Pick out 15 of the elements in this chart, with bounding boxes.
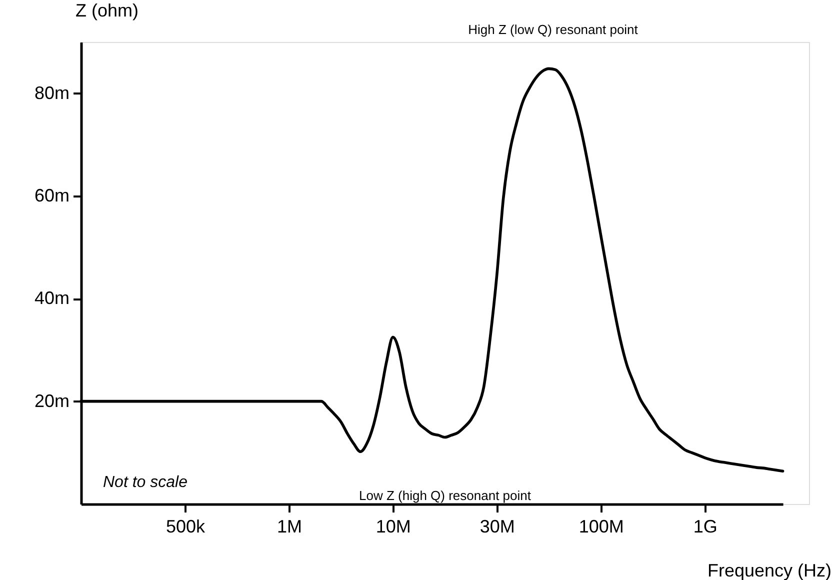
y-tick-label: 20m: [34, 390, 70, 411]
x-axis-title: Frequency (Hz): [707, 560, 832, 580]
x-tick-label: 500k: [166, 516, 206, 536]
x-tick-label: 100M: [578, 516, 624, 536]
x-tick-label: 30M: [480, 516, 515, 536]
y-axis-title: Z (ohm): [76, 0, 138, 20]
text: High Z (low Q) resonant point: [468, 22, 638, 37]
y-tick-label: 40m: [34, 288, 70, 308]
annotation: Low Z (high Q) resonant point: [359, 488, 532, 503]
x-tick-label: 1G: [693, 516, 718, 536]
x-tick-label: 10M: [376, 516, 411, 536]
y-tick-label: 80m: [34, 82, 70, 103]
annotation: Not to scale: [103, 474, 188, 491]
y-tick-label: 60m: [34, 186, 70, 206]
x-tick-label: 1M: [276, 516, 302, 536]
